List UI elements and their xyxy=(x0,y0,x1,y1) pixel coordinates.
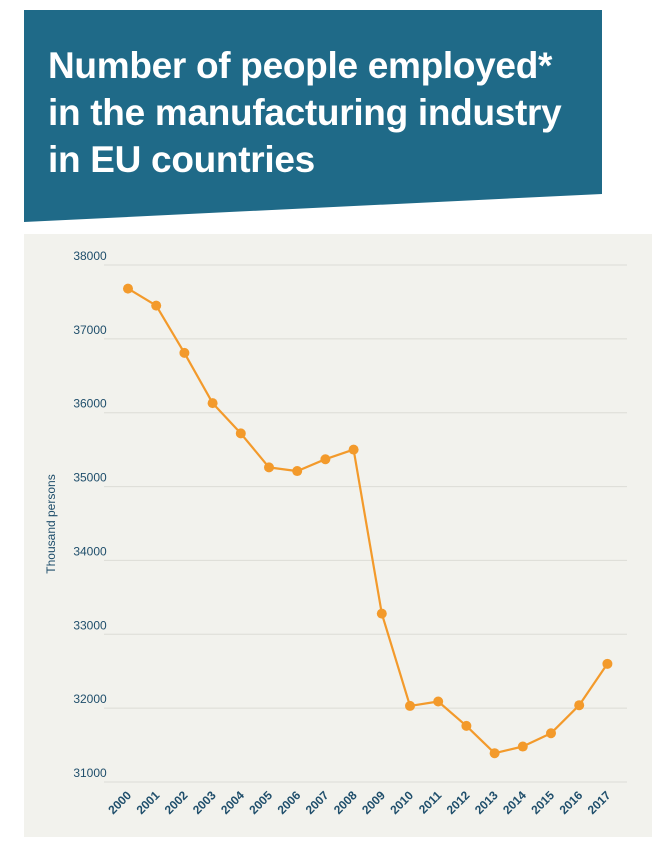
x-tick-label: 2000 xyxy=(105,788,134,817)
y-tick-label: 38000 xyxy=(73,249,107,263)
data-point xyxy=(320,454,331,465)
y-axis-label: Thousand persons xyxy=(44,474,58,573)
y-tick-label: 32000 xyxy=(73,692,107,706)
x-tick-label: 2003 xyxy=(190,788,219,817)
data-point xyxy=(602,658,613,669)
x-tick-label: 2008 xyxy=(331,788,360,817)
y-tick-label: 37000 xyxy=(73,323,107,337)
data-point xyxy=(235,428,246,439)
y-tick-label: 35000 xyxy=(73,471,107,485)
data-point xyxy=(376,608,387,619)
data-point xyxy=(292,466,303,477)
x-tick-label: 2007 xyxy=(303,788,332,817)
x-tick-label: 2017 xyxy=(585,788,614,817)
page-title: Number of people employed* in the manufa… xyxy=(48,45,562,180)
x-tick-label: 2005 xyxy=(246,788,275,817)
x-tick-label: 2002 xyxy=(162,788,191,817)
x-tick-label: 2001 xyxy=(134,788,163,817)
x-tick-label: 2006 xyxy=(275,788,304,817)
y-tick-label: 36000 xyxy=(73,397,107,411)
x-tick-label: 2013 xyxy=(472,788,501,817)
y-tick-label: 33000 xyxy=(73,618,107,632)
x-tick-label: 2016 xyxy=(557,788,586,817)
y-tick-label: 34000 xyxy=(73,544,107,558)
chart-panel: 31000 32000 33000 34000 35000 36000 37000 38000… xyxy=(24,234,652,837)
x-tick-label: 2011 xyxy=(416,788,445,817)
data-point xyxy=(489,748,500,759)
data-point xyxy=(574,700,585,711)
data-point xyxy=(405,700,415,711)
data-point xyxy=(123,283,133,294)
data-point xyxy=(348,444,359,455)
x-tick-label: 2009 xyxy=(359,788,388,817)
data-point xyxy=(179,347,190,358)
data-point xyxy=(517,741,528,752)
x-tick-label: 2014 xyxy=(500,788,529,817)
y-tick-label: 31000 xyxy=(73,766,107,780)
series-line xyxy=(127,287,609,755)
x-tick-label: 2015 xyxy=(528,788,557,817)
x-tick-label: 2010 xyxy=(387,788,416,817)
data-point xyxy=(207,398,218,409)
title-banner: Number of people employed* in the manufa… xyxy=(24,10,602,222)
data-point xyxy=(264,462,274,473)
x-tick-label: 2012 xyxy=(444,788,473,817)
line-chart: 31000 32000 33000 34000 35000 36000 37000 38000… xyxy=(44,249,627,817)
data-point xyxy=(151,300,162,311)
data-point xyxy=(433,696,444,707)
data-point xyxy=(546,728,556,739)
x-tick-label: 2004 xyxy=(218,788,247,817)
title-banner-shape xyxy=(24,10,602,222)
data-point xyxy=(461,720,472,731)
